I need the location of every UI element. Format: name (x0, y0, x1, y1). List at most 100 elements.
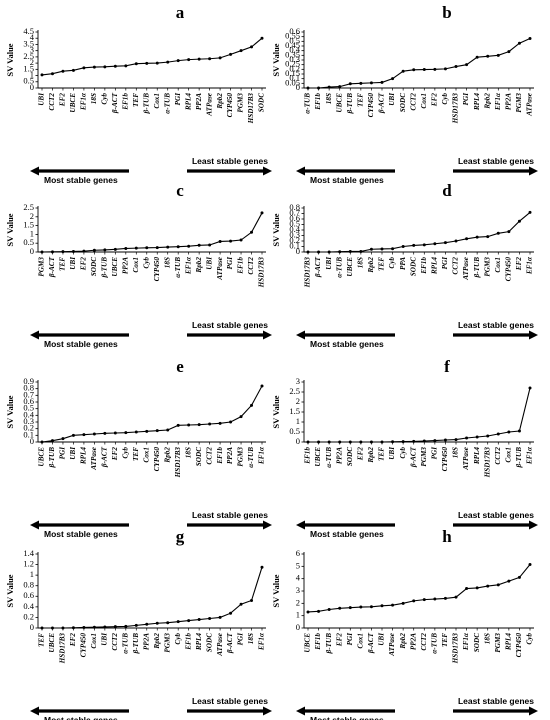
data-point (197, 618, 201, 622)
data-point (71, 626, 75, 630)
data-point (496, 432, 500, 436)
y-tick-label: 0 (296, 622, 300, 632)
data-point (176, 59, 180, 63)
y-tick-label: 1 (296, 610, 300, 620)
y-tick-label: 0.7 (23, 389, 34, 399)
x-tick-label: CYP450 (505, 257, 513, 282)
data-point (348, 82, 352, 86)
data-point (260, 211, 264, 215)
y-tick-label: 0.4 (289, 45, 300, 55)
data-point (176, 620, 180, 624)
data-point (369, 81, 373, 85)
data-point (197, 243, 201, 247)
x-tick-label: 18S (247, 633, 255, 644)
data-point (380, 80, 384, 84)
y-tick-label: 2.5 (289, 386, 300, 396)
x-tick-label: TEF (132, 93, 140, 107)
data-point (359, 81, 363, 85)
y-tick-label: 0.4 (289, 224, 300, 234)
data-point (359, 605, 363, 609)
data-point (218, 421, 222, 425)
data-point (380, 604, 384, 608)
data-point (465, 63, 469, 67)
data-point (486, 584, 490, 588)
x-tick-label: SODC (399, 93, 407, 112)
data-point (454, 65, 458, 69)
data-point (412, 68, 416, 72)
data-point (187, 423, 191, 427)
y-tick-label: 0.5 (289, 426, 300, 436)
data-point (517, 219, 521, 223)
data-point (134, 246, 138, 250)
y-tick-label: 6 (296, 548, 300, 558)
data-point (71, 249, 75, 253)
data-point (528, 562, 532, 566)
y-tick-label: 1 (296, 416, 300, 426)
panel-g: g 00.20.40.60.811.21.4 SV Value TEF UBCE HSD1… (5, 527, 272, 720)
y-tick-label: 0.05 (285, 77, 300, 87)
data-point (71, 433, 75, 437)
least-stable-label: Least stable genes (458, 320, 534, 330)
y-tick-label: 0 (296, 82, 300, 92)
data-point (486, 434, 490, 438)
x-tick-label: CCT2 (420, 633, 428, 651)
data-point (443, 67, 447, 71)
data-point (145, 246, 149, 250)
data-point (465, 436, 469, 440)
x-tick-label: PP2A (142, 633, 150, 650)
data-point (486, 235, 490, 239)
x-tick-label: CYP450 (153, 447, 161, 472)
least-stable-label: Least stable genes (192, 320, 268, 330)
x-tick-label: RPL4 (195, 633, 203, 652)
y-tick-label: 0 (30, 82, 34, 92)
data-point (61, 69, 65, 73)
data-point (475, 55, 479, 59)
x-tick-label: Cyb (526, 633, 534, 645)
data-point (454, 595, 458, 599)
data-point (229, 52, 233, 56)
x-tick-label: HSD17B3 (59, 633, 67, 665)
y-tick-label: 0.4 (23, 601, 34, 611)
x-tick-label: ATPase (90, 446, 98, 471)
y-tick-label: 1.2 (23, 559, 34, 569)
data-point (103, 625, 107, 629)
x-tick-label: EF1b (121, 93, 129, 111)
data-point (61, 437, 65, 441)
x-tick-label: Cox1 (505, 447, 513, 463)
data-point (401, 601, 405, 605)
y-tick-label: 0.6 (23, 396, 34, 406)
data-point (40, 440, 44, 444)
x-tick-label: 18S (483, 633, 491, 644)
x-tick-label: SODC (473, 633, 481, 652)
data-point (391, 440, 395, 444)
data-point (187, 244, 191, 248)
x-tick-label: CCT2 (247, 257, 255, 275)
x-tick-label: PGI (59, 447, 67, 460)
x-tick-label: β-TUB (101, 257, 109, 279)
x-tick-label: UBI (325, 257, 333, 270)
most-stable-label: Most stable genes (44, 529, 118, 539)
right-arrow (453, 166, 538, 176)
x-tick-label: CCT2 (48, 93, 56, 111)
x-tick-label: Cox1 (357, 633, 365, 649)
data-point (124, 246, 128, 250)
data-point (507, 579, 511, 583)
x-tick-label: α-TUB (121, 633, 129, 654)
y-tick-label: 0 (30, 246, 34, 256)
x-tick-label: Cox1 (420, 93, 428, 109)
data-point (155, 429, 159, 433)
data-point (176, 423, 180, 427)
data-point (113, 431, 117, 435)
data-point (103, 431, 107, 435)
least-stable-label: Least stable genes (192, 696, 268, 706)
x-tick-label: RPL4 (80, 447, 88, 466)
x-tick-label: β-ACT (367, 632, 375, 654)
data-point (433, 439, 437, 443)
x-tick-label: EF1b (216, 447, 224, 465)
x-tick-label: Rpb2 (483, 93, 491, 110)
left-arrow (30, 520, 129, 530)
x-tick-label: PGI (346, 633, 354, 646)
data-point (50, 72, 54, 76)
y-tick-label: 2.5 (23, 202, 34, 212)
x-tick-label: Cyb (174, 633, 182, 645)
